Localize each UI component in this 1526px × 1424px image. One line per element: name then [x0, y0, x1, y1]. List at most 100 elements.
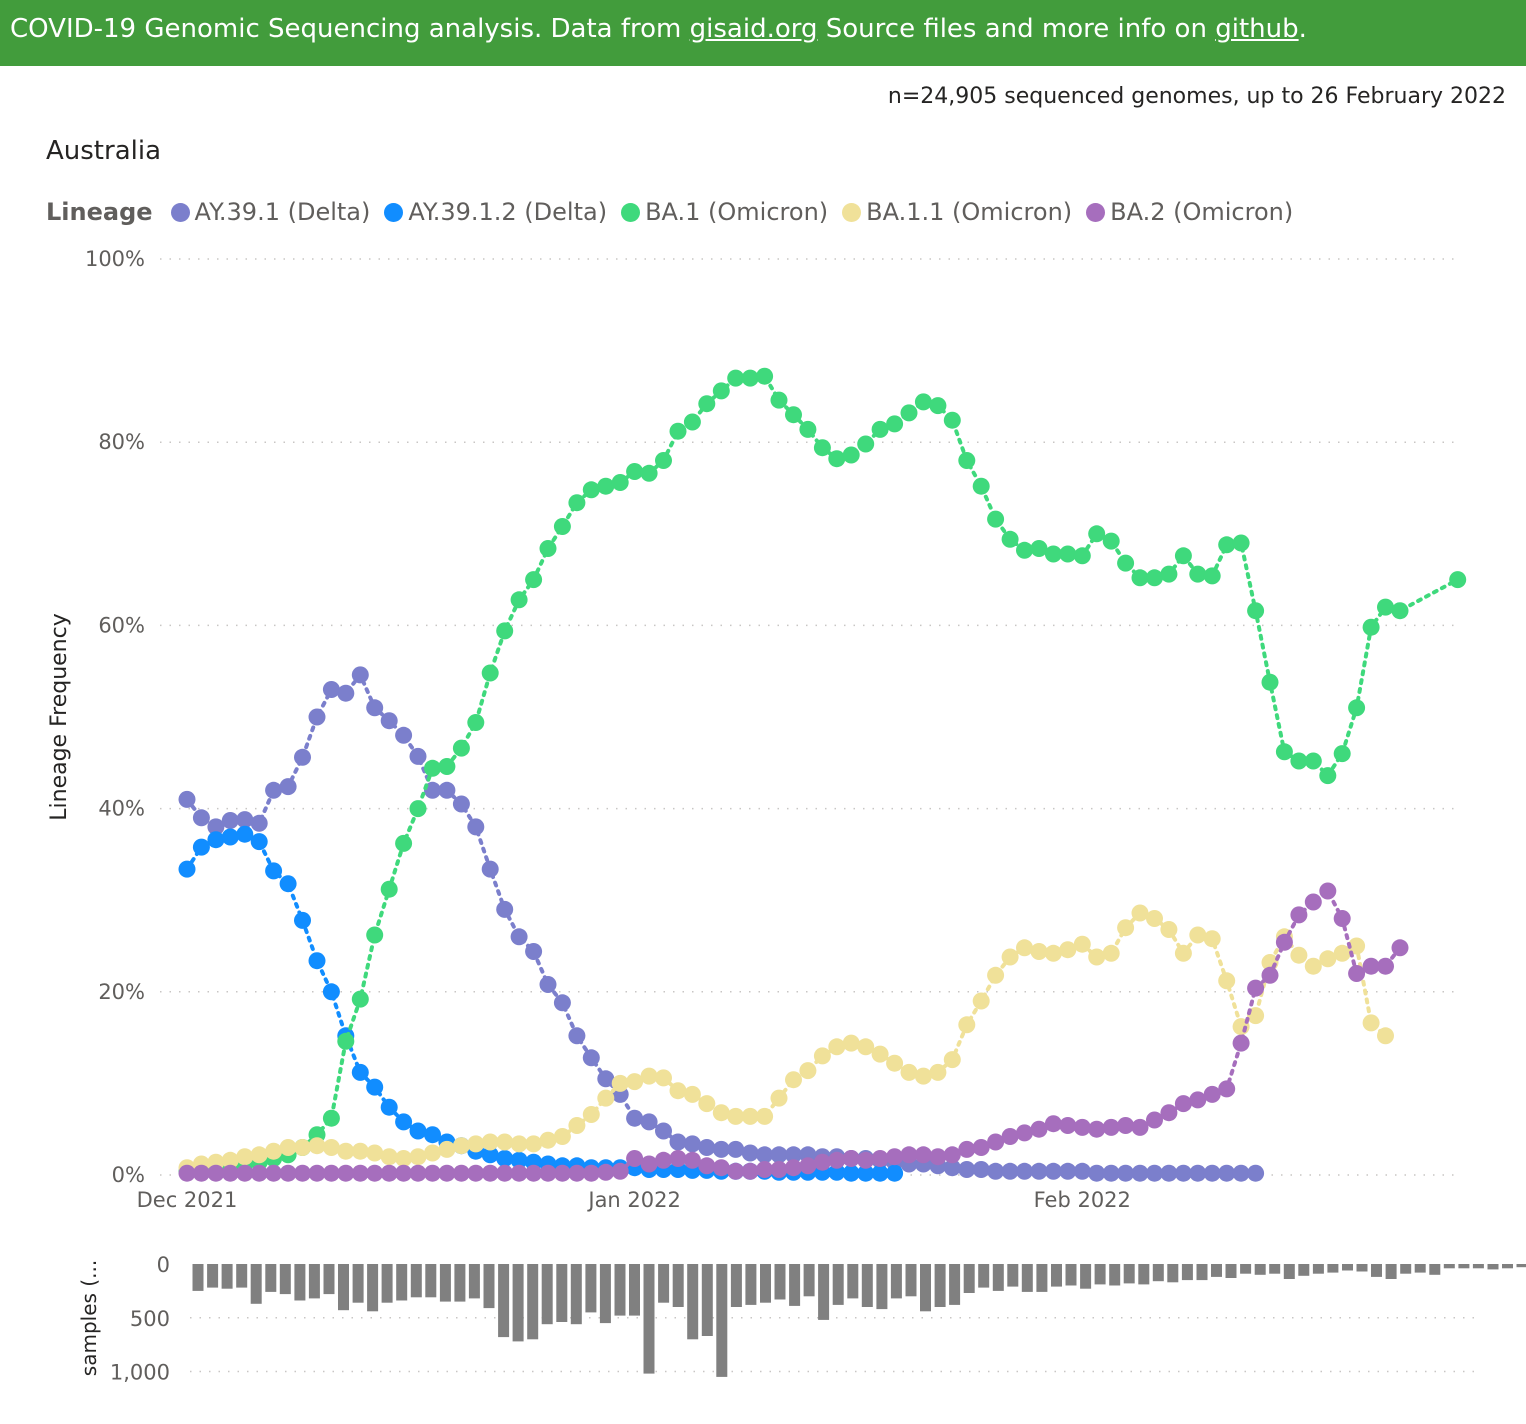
data-point[interactable]	[857, 1164, 875, 1182]
sample-bar[interactable]	[352, 1264, 364, 1303]
data-point[interactable]	[265, 1142, 283, 1160]
sample-bar[interactable]	[1487, 1264, 1499, 1270]
sample-bar[interactable]	[483, 1264, 495, 1309]
data-point[interactable]	[1131, 904, 1149, 922]
data-point[interactable]	[857, 1151, 875, 1169]
sample-bar[interactable]	[585, 1264, 597, 1313]
sample-bar[interactable]	[425, 1264, 437, 1298]
data-point[interactable]	[337, 1142, 355, 1160]
legend-item-ba-2[interactable]: BA.2 (Omicron)	[1086, 198, 1293, 226]
data-point[interactable]	[294, 748, 311, 766]
data-point[interactable]	[1275, 933, 1293, 951]
data-point[interactable]	[669, 1082, 687, 1100]
data-point[interactable]	[1131, 569, 1149, 587]
sample-bar[interactable]	[1298, 1264, 1310, 1276]
sample-bar[interactable]	[687, 1264, 699, 1340]
sample-bar[interactable]	[1371, 1264, 1382, 1277]
data-point[interactable]	[683, 413, 701, 431]
data-point[interactable]	[380, 712, 398, 730]
sample-bar[interactable]	[963, 1264, 975, 1293]
data-point[interactable]	[1174, 944, 1192, 962]
sample-bar[interactable]	[934, 1264, 946, 1307]
data-point[interactable]	[770, 1146, 788, 1164]
data-point[interactable]	[1348, 937, 1366, 955]
legend-item-ba-1-1[interactable]: BA.1.1 (Omicron)	[842, 198, 1072, 226]
data-point[interactable]	[1362, 1014, 1380, 1032]
data-point[interactable]	[322, 1164, 340, 1182]
data-point[interactable]	[1391, 602, 1409, 620]
sample-bar[interactable]	[381, 1264, 393, 1303]
data-point[interactable]	[943, 1146, 961, 1164]
data-point[interactable]	[1348, 699, 1366, 717]
sample-bar[interactable]	[1167, 1264, 1179, 1283]
data-point[interactable]	[568, 1164, 586, 1182]
data-point[interactable]	[409, 747, 427, 765]
data-point[interactable]	[972, 1161, 990, 1178]
data-point[interactable]	[452, 795, 470, 813]
data-point[interactable]	[1102, 1164, 1120, 1182]
data-point[interactable]	[597, 1089, 615, 1107]
data-point[interactable]	[1001, 1162, 1019, 1180]
data-point[interactable]	[1290, 752, 1308, 770]
data-point[interactable]	[1016, 939, 1033, 957]
data-point[interactable]	[1232, 1034, 1250, 1052]
data-point[interactable]	[1102, 1118, 1120, 1136]
data-point[interactable]	[958, 1140, 976, 1158]
data-point[interactable]	[1348, 965, 1366, 982]
sample-bar[interactable]	[221, 1264, 233, 1289]
data-point[interactable]	[712, 1159, 730, 1177]
data-point[interactable]	[871, 420, 889, 438]
data-point[interactable]	[914, 393, 932, 411]
sample-bar[interactable]	[832, 1264, 844, 1305]
data-point[interactable]	[626, 1109, 644, 1127]
data-point[interactable]	[1304, 893, 1322, 911]
data-point[interactable]	[481, 1133, 499, 1151]
data-point[interactable]	[1391, 939, 1409, 957]
data-point[interactable]	[265, 781, 283, 799]
data-point[interactable]	[496, 1133, 514, 1151]
sample-bar[interactable]	[876, 1264, 888, 1310]
data-point[interactable]	[669, 1133, 687, 1151]
data-point[interactable]	[1030, 1162, 1048, 1180]
data-point[interactable]	[857, 435, 875, 453]
data-point[interactable]	[611, 1074, 629, 1092]
data-point[interactable]	[322, 1109, 340, 1127]
sample-bar[interactable]	[1312, 1264, 1324, 1274]
data-point[interactable]	[279, 1164, 297, 1182]
data-point[interactable]	[1189, 565, 1207, 583]
data-point[interactable]	[236, 811, 254, 829]
data-point[interactable]	[496, 622, 514, 640]
data-point[interactable]	[553, 994, 571, 1012]
data-point[interactable]	[438, 1164, 456, 1182]
data-point[interactable]	[640, 464, 658, 482]
data-point[interactable]	[756, 1146, 774, 1164]
data-point[interactable]	[1189, 926, 1207, 944]
data-point[interactable]	[1073, 1162, 1091, 1180]
data-point[interactable]	[409, 1122, 427, 1140]
data-point[interactable]	[294, 911, 311, 929]
data-point[interactable]	[770, 1161, 788, 1178]
sample-bar[interactable]	[1065, 1264, 1077, 1286]
data-point[interactable]	[1059, 941, 1077, 959]
data-point[interactable]	[741, 1144, 759, 1162]
data-point[interactable]	[438, 1140, 456, 1158]
data-point[interactable]	[1275, 743, 1293, 761]
data-point[interactable]	[727, 1140, 745, 1158]
data-point[interactable]	[236, 1148, 254, 1166]
sample-bar[interactable]	[1342, 1264, 1353, 1271]
sample-bar[interactable]	[265, 1264, 277, 1292]
data-point[interactable]	[424, 759, 441, 777]
sample-bar[interactable]	[803, 1264, 815, 1297]
data-point[interactable]	[626, 1150, 644, 1167]
data-point[interactable]	[481, 1164, 499, 1182]
data-point[interactable]	[611, 474, 629, 491]
data-point[interactable]	[727, 1107, 745, 1125]
data-point[interactable]	[1449, 571, 1467, 589]
sample-bar[interactable]	[920, 1264, 931, 1312]
sample-bar[interactable]	[1327, 1264, 1339, 1273]
data-point[interactable]	[1059, 545, 1077, 563]
data-point[interactable]	[886, 1054, 904, 1072]
data-point[interactable]	[1146, 1164, 1163, 1182]
data-point[interactable]	[1044, 1115, 1062, 1133]
data-point[interactable]	[1073, 935, 1091, 953]
